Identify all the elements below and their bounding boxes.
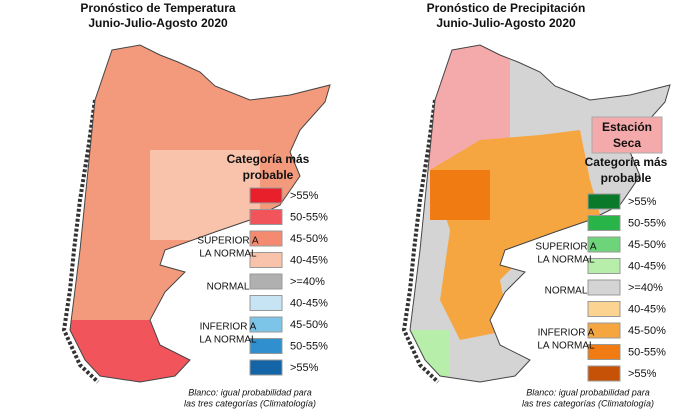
legend-label: 50-55% <box>290 340 328 352</box>
legend-label: >=40% <box>290 276 325 288</box>
legend-title: Categoría más <box>585 155 668 169</box>
map-title: Junio-Julio-Agosto 2020 <box>88 16 228 30</box>
group-label: LA NORMAL <box>537 255 595 266</box>
legend-label: 40-45% <box>290 297 328 309</box>
group-label: SUPERIOR A <box>197 236 258 247</box>
group-label: NORMAL <box>207 282 250 293</box>
footnote: Blanco: igual probabilidad para <box>188 387 312 397</box>
map-title: Junio-Julio-Agosto 2020 <box>436 16 576 30</box>
group-label: LA NORMAL <box>199 249 257 260</box>
legend-swatch <box>587 279 621 296</box>
legend-label: 50-55% <box>628 217 666 229</box>
legend-label: 50-55% <box>290 211 328 223</box>
legend-swatch <box>249 338 283 354</box>
badge-text: Seca <box>613 136 641 150</box>
group-label: INFERIOR A <box>200 322 257 333</box>
legend-swatch <box>587 344 621 360</box>
legend-swatch <box>587 258 621 274</box>
map-title: Pronóstico de Temperatura <box>80 1 235 15</box>
legend-label: >55% <box>628 196 657 208</box>
footnote: las tres categorías (Climatología) <box>184 398 316 408</box>
group-label: INFERIOR A <box>538 328 595 339</box>
legend-swatch <box>587 365 621 382</box>
legend-label: 45-50% <box>628 325 666 337</box>
legend-swatch <box>249 230 283 247</box>
legend-swatch <box>249 273 283 290</box>
legend-title: probable <box>243 168 294 182</box>
legend-label: 40-45% <box>628 303 666 315</box>
legend-label: 45-50% <box>290 233 328 245</box>
footnote: Blanco: igual probabilidad para <box>526 387 650 397</box>
legend-swatch <box>587 193 621 210</box>
legend-swatch <box>249 252 283 268</box>
badge-box <box>591 116 663 154</box>
legend-label: >55% <box>290 362 319 374</box>
legend-label: >55% <box>290 190 319 202</box>
legend-label: >=40% <box>628 282 663 294</box>
legend-swatch <box>587 236 621 253</box>
legend-swatch <box>249 359 283 376</box>
legend-title: Categoría más <box>227 152 310 166</box>
group-label: NORMAL <box>545 286 588 297</box>
legend-swatch <box>249 209 283 225</box>
badge-text: Estación <box>602 120 652 134</box>
legend-swatch <box>249 316 283 333</box>
legend-label: 45-50% <box>290 319 328 331</box>
footnote: las tres categorías (Climatología) <box>522 398 654 408</box>
group-label: SUPERIOR A <box>535 242 596 253</box>
legend-label: 40-45% <box>290 254 328 266</box>
legend-swatch <box>587 215 621 231</box>
legend-label: >55% <box>628 368 657 380</box>
map-title: Pronóstico de Precipitación <box>427 1 586 15</box>
legend-swatch <box>587 322 621 339</box>
legend-label: 40-45% <box>628 260 666 272</box>
group-label: LA NORMAL <box>199 335 257 346</box>
legend-label: 50-55% <box>628 346 666 358</box>
legend-label: 45-50% <box>628 239 666 251</box>
group-label: LA NORMAL <box>537 341 595 352</box>
legend-swatch <box>587 301 621 317</box>
legend-title: probable <box>601 171 652 185</box>
legend-swatch <box>249 187 283 204</box>
legend-swatch <box>249 295 283 311</box>
